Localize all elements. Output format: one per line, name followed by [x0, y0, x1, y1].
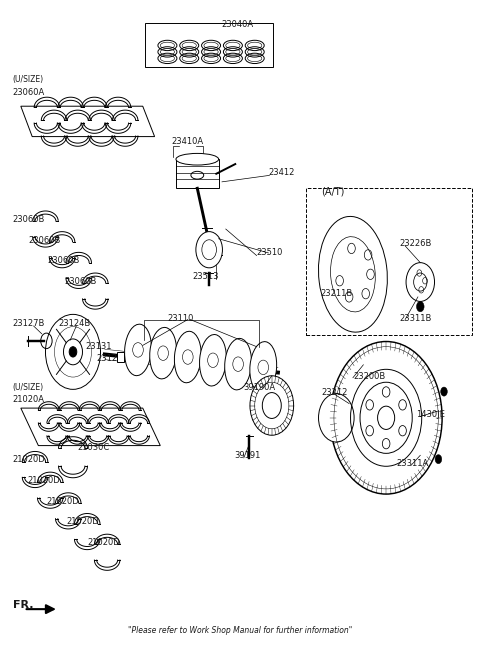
Text: 1430JE: 1430JE [417, 410, 445, 419]
Text: 23110: 23110 [168, 314, 194, 323]
Text: 39191: 39191 [234, 451, 261, 460]
Text: 23211B: 23211B [321, 289, 353, 298]
Circle shape [46, 314, 100, 389]
Ellipse shape [150, 327, 177, 379]
Text: 23226B: 23226B [399, 239, 432, 248]
Text: 39190A: 39190A [244, 383, 276, 392]
Text: 23124B: 23124B [59, 319, 91, 328]
Text: 21020D: 21020D [87, 538, 120, 547]
Text: 21020D: 21020D [12, 455, 45, 464]
Text: 23127B: 23127B [12, 319, 45, 328]
Text: 23311A: 23311A [396, 459, 429, 468]
Text: 23120: 23120 [96, 355, 123, 364]
Circle shape [435, 454, 442, 464]
Circle shape [63, 339, 83, 364]
Bar [117, 352, 124, 363]
Text: 21020A: 21020A [12, 394, 44, 404]
Text: 23060B: 23060B [48, 256, 80, 265]
Circle shape [196, 231, 222, 268]
Text: (A/T): (A/T) [322, 186, 345, 197]
Bar [306, 188, 472, 335]
Text: 23060B: 23060B [29, 235, 61, 244]
Text: 23200B: 23200B [353, 372, 385, 381]
Text: 21020D: 21020D [47, 497, 79, 506]
Ellipse shape [174, 331, 201, 383]
Ellipse shape [200, 334, 227, 386]
Text: 23412: 23412 [268, 168, 295, 177]
Bar [145, 23, 273, 67]
Text: 21030C: 21030C [78, 443, 110, 452]
Text: 21020D: 21020D [27, 476, 60, 485]
Circle shape [417, 301, 424, 312]
Circle shape [69, 347, 77, 357]
Circle shape [441, 387, 447, 396]
Text: (U/SIZE): (U/SIZE) [12, 383, 43, 392]
Text: 23212: 23212 [322, 388, 348, 397]
Ellipse shape [250, 342, 276, 393]
Text: 23513: 23513 [192, 272, 219, 281]
Text: 23060A: 23060A [12, 87, 45, 96]
Circle shape [330, 342, 442, 494]
Circle shape [406, 263, 434, 301]
Circle shape [319, 394, 354, 442]
Text: "Please refer to Work Shop Manual for further information": "Please refer to Work Shop Manual for fu… [128, 626, 352, 635]
Text: (U/SIZE): (U/SIZE) [12, 74, 43, 83]
Text: 21020D: 21020D [67, 518, 99, 526]
Text: FR.: FR. [13, 600, 34, 610]
Circle shape [250, 376, 294, 436]
Text: 23410A: 23410A [172, 138, 204, 146]
Text: 23311B: 23311B [399, 314, 432, 323]
Ellipse shape [125, 324, 151, 376]
Text: 23060B: 23060B [64, 277, 97, 286]
Ellipse shape [225, 338, 252, 390]
Text: 23510: 23510 [257, 248, 283, 258]
Text: 23131: 23131 [86, 342, 112, 351]
Bar [176, 159, 219, 188]
Text: 23060B: 23060B [12, 215, 45, 224]
Text: 23040A: 23040A [222, 20, 254, 29]
Ellipse shape [318, 216, 387, 332]
Ellipse shape [176, 153, 219, 165]
